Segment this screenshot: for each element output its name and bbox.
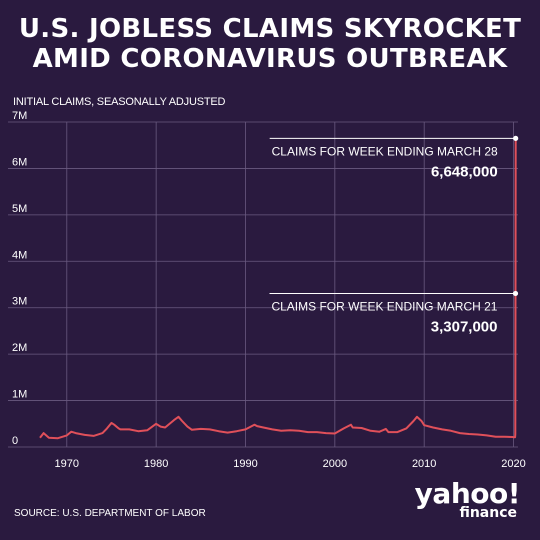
x-tick-label: 1990: [233, 458, 257, 470]
title-line-1: U.S. JOBLESS CLAIMS SKYROCKET: [18, 14, 522, 44]
x-tick-label: 2020: [501, 458, 525, 470]
y-tick-label: 7M: [12, 110, 27, 122]
source-note: SOURCE: U.S. DEPARTMENT OF LABOR: [14, 508, 206, 519]
title-line-2: AMID CORONAVIRUS OUTBREAK: [32, 44, 508, 74]
x-tick-label: 2010: [412, 458, 436, 470]
y-tick-label: 6M: [12, 156, 27, 168]
x-tick-label: 2000: [323, 458, 347, 470]
annotation-value: 6,648,000: [431, 163, 498, 180]
y-tick-label: 4M: [12, 249, 27, 261]
x-tick-label: 1970: [55, 458, 79, 470]
y-axis-label: INITIAL CLAIMS, SEASONALLY ADJUSTED: [13, 96, 226, 108]
annotation-label: CLAIMS FOR WEEK ENDING MARCH 28: [272, 144, 498, 158]
annotation-point: [513, 135, 519, 141]
y-tick-label: 5M: [12, 203, 27, 215]
chart-title: U.S. JOBLESS CLAIMS SKYROCKET AMID CORON…: [0, 14, 540, 74]
y-tick-label: 1M: [12, 389, 27, 401]
logo-sub-text: finance: [459, 505, 517, 521]
annotation-label: CLAIMS FOR WEEK ENDING MARCH 21: [271, 299, 497, 313]
annotation-point: [512, 290, 519, 297]
logo-main-text: yahoo!: [414, 477, 521, 510]
annotation-value: 3,307,000: [431, 318, 498, 335]
claims-line: [39, 138, 517, 440]
y-tick-label: 3M: [12, 296, 27, 308]
x-tick-label: 1980: [144, 458, 168, 470]
y-tick-label: 2M: [12, 342, 27, 354]
y-tick-label: 0: [12, 435, 18, 447]
yahoo-finance-logo: yahoo! finance: [414, 477, 521, 521]
